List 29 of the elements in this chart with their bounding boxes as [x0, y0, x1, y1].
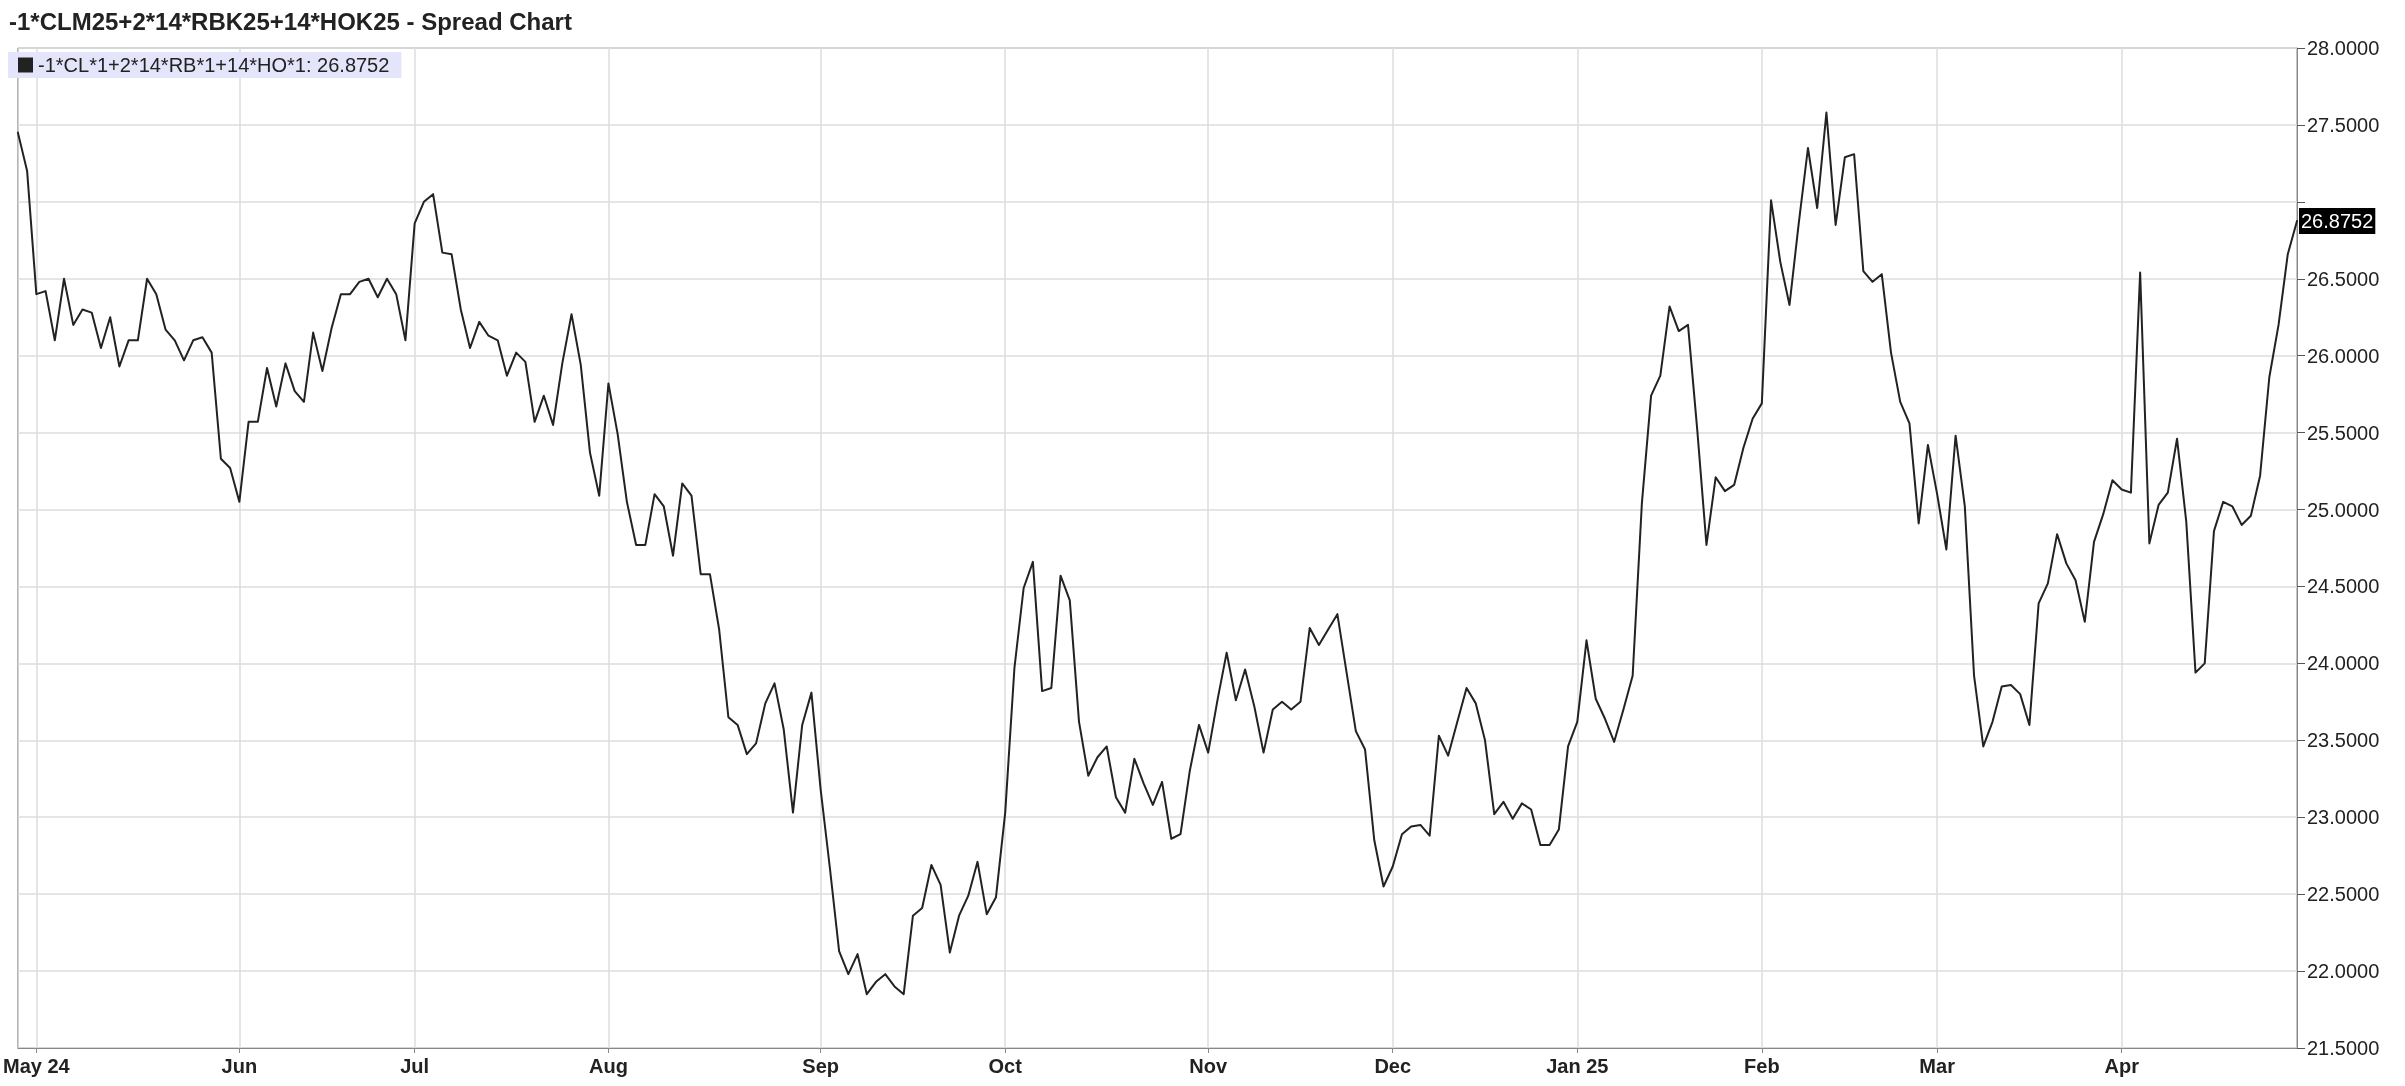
x-tick-label: Sep [802, 1055, 839, 1077]
y-tick-label: 25.0000 [2307, 498, 2380, 521]
x-tick-label: Jul [400, 1055, 430, 1077]
y-tick-label: 22.0000 [2307, 960, 2380, 983]
x-tick-label: Jun [221, 1055, 258, 1077]
y-tick-label: 25.5000 [2307, 421, 2380, 444]
x-tick-label: Dec [1374, 1055, 1412, 1077]
x-tick-label: Nov [1189, 1055, 1228, 1077]
y-tick-label: 23.0000 [2307, 806, 2380, 829]
text: 26.8752 [2301, 210, 2374, 233]
y-tick-label: 24.0000 [2307, 652, 2380, 675]
y-tick-label: 26.5000 [2307, 267, 2380, 290]
y-tick-label: 24.5000 [2307, 575, 2380, 598]
x-tick-label: Oct [988, 1055, 1023, 1077]
y-tick-label: 26.0000 [2307, 344, 2380, 367]
x-tick-label: Aug [588, 1055, 628, 1077]
y-tick-label: 27.5000 [2307, 113, 2380, 136]
x-tick-label: Mar [1919, 1055, 1956, 1077]
x-tick-label: May 24 [3, 1055, 71, 1077]
x-tick-label: Feb [1744, 1055, 1780, 1077]
y-tick-label: 22.5000 [2307, 883, 2380, 906]
chart-title: -1*CLM25+2*14*RBK25+14*HOK25 - Spread Chart [9, 7, 572, 35]
y-tick-label: 21.5000 [2307, 1037, 2380, 1059]
y-tick-label: 23.5000 [2307, 729, 2380, 752]
legend-label: -1*CL*1+2*14*RB*1+14*HO*1: 26.8752 [38, 54, 390, 76]
x-tick-label: Jan 25 [1546, 1055, 1609, 1077]
line-series [16, 111, 2298, 996]
y-tick-label: 28.0000 [2307, 37, 2380, 59]
x-tick-label: Apr [2104, 1055, 2140, 1077]
